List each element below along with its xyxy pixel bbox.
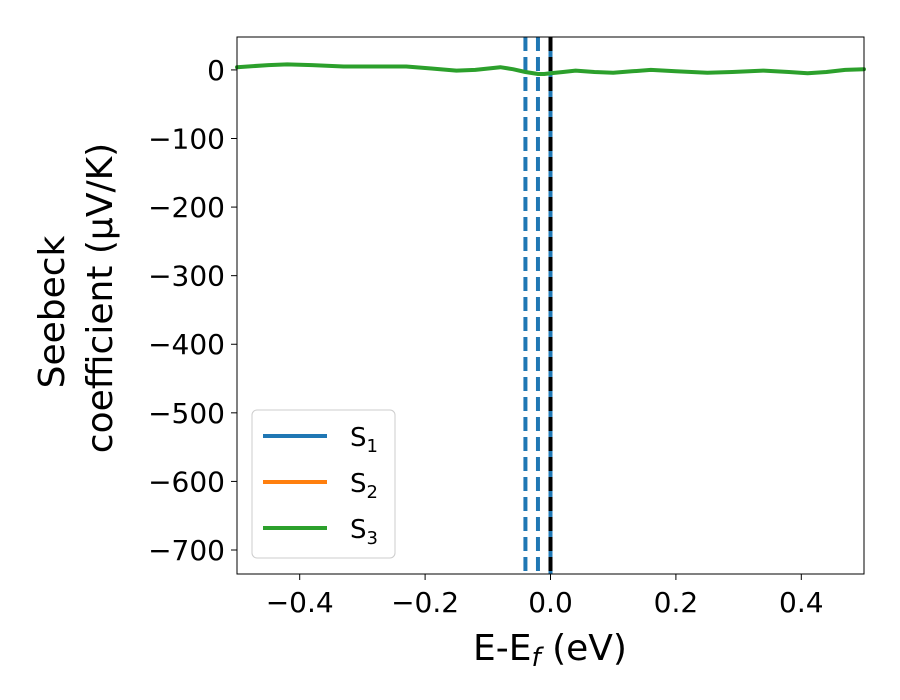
y-tick-label: −100 (148, 123, 225, 156)
legend-label-s3: S3 (350, 515, 378, 549)
y-tick-label: −400 (148, 328, 225, 361)
x-tick-label: −0.2 (391, 586, 459, 619)
x-tick-label: 0.0 (528, 586, 573, 619)
x-ticks: −0.4 −0.2 0.0 0.2 0.4 (266, 574, 824, 619)
legend-label-s2: S2 (350, 469, 378, 503)
x-axis-label-main: E-E (473, 628, 531, 669)
x-tick-label: 0.2 (654, 586, 699, 619)
legend: S1 S2 S3 (251, 409, 396, 559)
vertical-lines (523, 37, 553, 574)
y-tick-label: −500 (148, 397, 225, 430)
y-tick-label: −200 (148, 191, 225, 224)
y-tick-label: −300 (148, 260, 225, 293)
y-tick-label: −600 (148, 465, 225, 498)
y-axis-label-line1: Seebeck (32, 235, 73, 388)
y-axis-label-line2: coefficient (μV/K) (80, 143, 121, 453)
x-tick-label: −0.4 (266, 586, 334, 619)
y-ticks: 0 −100 −200 −300 −400 −500 −600 −700 (148, 54, 237, 567)
series-line-S3 (235, 62, 866, 76)
y-tick-label: −700 (148, 534, 225, 567)
legend-label-s1: S1 (350, 423, 378, 457)
x-axis-label-unit: (eV) (541, 628, 627, 669)
x-tick-label: 0.4 (779, 586, 824, 619)
x-axis-label: E-Ef (eV) (473, 628, 627, 673)
series-lines (235, 62, 866, 76)
y-tick-label: 0 (207, 54, 225, 87)
